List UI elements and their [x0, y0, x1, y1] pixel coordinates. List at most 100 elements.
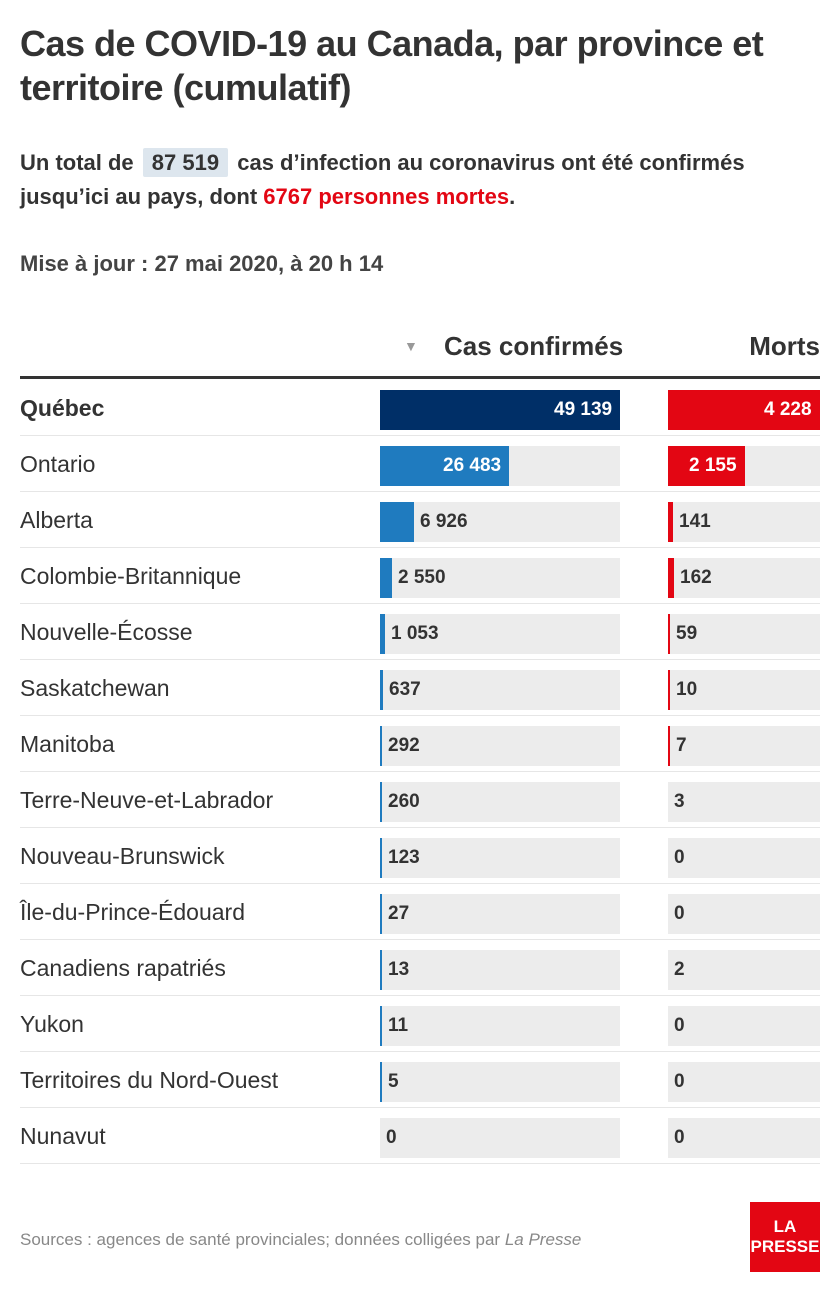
deaths-value-label: 2: [674, 959, 685, 980]
row-divider: [20, 659, 820, 660]
province-label: Territoires du Nord-Ouest: [20, 1067, 279, 1093]
province-label: Colombie-Britannique: [20, 563, 242, 589]
province-label: Nouveau-Brunswick: [20, 843, 225, 869]
cases-bar-track: 5: [380, 1062, 620, 1102]
cases-bar-track: 0: [380, 1118, 620, 1158]
province-label: Alberta: [20, 507, 93, 533]
province-label: Canadiens rapatriés: [20, 955, 226, 981]
cases-value-label: 5: [388, 1071, 399, 1092]
province-label: Ontario: [20, 451, 96, 477]
header-divider: [20, 376, 820, 379]
source-publication: La Presse: [504, 1230, 582, 1249]
deaths-bar-track: 162: [668, 558, 820, 598]
cases-bar-track: 2 550: [380, 558, 620, 598]
table-row: Alberta 6 926 141: [20, 492, 820, 548]
chart-title: Cas de COVID-19 au Canada, par province …: [20, 23, 764, 108]
province-label: Yukon: [20, 1011, 84, 1037]
cases-bar: [380, 670, 383, 710]
cases-bar: [380, 726, 382, 766]
deaths-value-label: 0: [674, 1015, 685, 1036]
subtitle-suffix: .: [509, 184, 516, 209]
province-label: Manitoba: [20, 731, 115, 757]
deaths-bar-track: 0: [668, 894, 820, 934]
province-label: Québec: [20, 395, 105, 421]
subtitle-middle: cas d’infection au coronavirus ont été c…: [20, 150, 745, 209]
deaths-bar: [668, 614, 670, 654]
cases-bar: [380, 446, 509, 486]
table-row: Yukon 11 0: [20, 996, 820, 1052]
cases-value-label: 637: [389, 679, 421, 700]
cases-value-label: 49 139: [554, 399, 613, 420]
deaths-bar-track: 0: [668, 1006, 820, 1046]
table-row: Manitoba 292 7: [20, 716, 820, 772]
cases-bar: [380, 950, 382, 990]
row-divider: [20, 715, 820, 716]
deaths-bar-track: 141: [668, 502, 820, 542]
cases-bar-track: 49 139: [380, 390, 620, 430]
cases-bar: [380, 390, 620, 430]
cases-value-label: 6 926: [420, 511, 468, 532]
sort-descending-icon[interactable]: ▼: [404, 338, 418, 354]
cases-bar-track: 6 926: [380, 502, 620, 542]
cases-bar: [380, 502, 414, 542]
row-divider: [20, 1051, 820, 1052]
row-divider: [20, 603, 820, 604]
table-row: Terre-Neuve-et-Labrador 260 3: [20, 772, 820, 828]
subtitle-prefix: Un total de: [20, 150, 134, 175]
deaths-bar: [668, 390, 820, 430]
deaths-value-label: 162: [680, 567, 712, 588]
row-divider: [20, 939, 820, 940]
deaths-bar-track: 0: [668, 838, 820, 878]
table-row: Territoires du Nord-Ouest 5 0: [20, 1052, 820, 1108]
province-label: Terre-Neuve-et-Labrador: [20, 787, 274, 813]
deaths-bar-track: 10: [668, 670, 820, 710]
deaths-value-label: 4 228: [764, 399, 812, 420]
cases-value-label: 13: [388, 959, 410, 980]
cases-bar: [380, 894, 382, 934]
cases-bar-track: 26 483: [380, 446, 620, 486]
cases-value-label: 123: [388, 847, 420, 868]
table-row: Île-du-Prince-Édouard 27 0: [20, 884, 820, 940]
deaths-bar-track: 59: [668, 614, 820, 654]
column-header-deaths[interactable]: Morts: [749, 331, 820, 361]
province-label: Nouvelle-Écosse: [20, 619, 193, 645]
cases-bar: [380, 782, 382, 822]
column-header-cases[interactable]: Cas confirmés: [444, 331, 624, 361]
deaths-value-label: 3: [674, 791, 685, 812]
row-divider: [20, 491, 820, 492]
deaths-value-label: 0: [674, 903, 685, 924]
table-row: Saskatchewan 637 10: [20, 660, 820, 716]
total-cases-badge: 87 519: [142, 148, 229, 177]
deaths-bar: [668, 502, 673, 542]
row-divider: [20, 883, 820, 884]
deaths-value-label: 10: [676, 679, 698, 700]
cases-bar: [380, 558, 392, 598]
cases-value-label: 27: [388, 903, 410, 924]
cases-bar-track: 260: [380, 782, 620, 822]
deaths-bar-track: 2: [668, 950, 820, 990]
province-label: Nunavut: [20, 1123, 106, 1149]
province-label: Saskatchewan: [20, 675, 170, 701]
cases-bar-track: 13: [380, 950, 620, 990]
deaths-value-label: 141: [679, 511, 711, 532]
province-label: Île-du-Prince-Édouard: [20, 899, 246, 925]
la-presse-logo: LA PRESSE: [750, 1202, 820, 1272]
logo-line-1: LA: [773, 1217, 797, 1236]
cases-bar-track: 11: [380, 1006, 620, 1046]
chart-subtitle: Un total de 87 519 cas d’infection au co…: [20, 146, 820, 214]
source-footer: Sources : agences de santé provinciales;…: [20, 1230, 581, 1250]
cases-value-label: 26 483: [443, 455, 502, 476]
row-divider: [20, 827, 820, 828]
table-row: Ontario 26 483 2 155: [20, 436, 820, 492]
deaths-bar-track: 2 155: [668, 446, 820, 486]
deaths-bar-track: 4 228: [668, 390, 820, 430]
deaths-value-label: 0: [674, 847, 685, 868]
deaths-bar: [668, 446, 745, 486]
deaths-bar: [668, 558, 674, 598]
table-row: Québec 49 139 4 228: [20, 380, 820, 436]
deaths-value-label: 2 155: [689, 455, 737, 476]
cases-bar: [380, 1006, 382, 1046]
deaths-bar: [668, 726, 670, 766]
deaths-bar-track: 0: [668, 1118, 820, 1158]
cases-bar-track: 123: [380, 838, 620, 878]
